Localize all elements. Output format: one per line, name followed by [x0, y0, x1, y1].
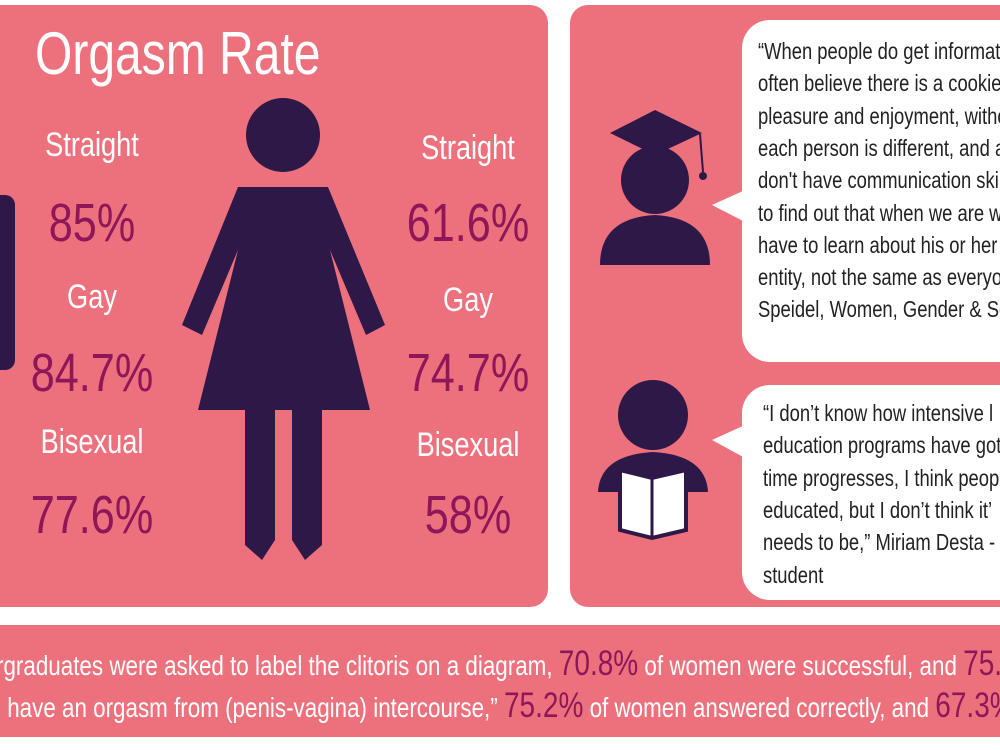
quote-line: have to learn about his or her [758, 231, 998, 258]
footer-text: rgraduates were asked to label the clito… [0, 650, 559, 681]
quote-line: time progresses, I think peopl [763, 464, 1000, 491]
quote-line: Speidel, Women, Gender & Se [758, 296, 1000, 323]
group-rate: 58% [424, 485, 512, 545]
footer-line: rgraduates were asked to label the clito… [0, 646, 1000, 681]
footer-stat: 75.2% [963, 644, 1000, 683]
speech-bubble [712, 20, 1000, 600]
footer-stat: 70.8% [558, 644, 639, 683]
group-label: Bisexual [416, 426, 520, 464]
quote-line: student [763, 561, 824, 588]
group-label: Straight [45, 126, 139, 164]
footer-text: l have an orgasm from (penis-vagina) int… [0, 692, 504, 723]
quote-line: to find out that when we are w [758, 199, 1000, 226]
footer-panel [0, 625, 1000, 737]
footer-line: l have an orgasm from (penis-vagina) int… [0, 688, 1000, 723]
quote-line: “When people do get informat [758, 38, 1000, 64]
group-label: Gay [67, 278, 117, 316]
footer-text: of women were successful, and [638, 650, 964, 681]
group-label: Gay [443, 281, 493, 319]
reader-icon [598, 380, 708, 541]
group-rate: 84.7% [30, 343, 154, 403]
graduate-icon [600, 110, 710, 265]
group-rate: 74.7% [406, 343, 530, 403]
group-rate: 61.6% [406, 193, 530, 253]
female-figure [182, 98, 385, 560]
quote-line: each person is different, and a [758, 134, 1000, 161]
quote-line: “I don’t know how intensive l [763, 400, 994, 426]
group-label: Bisexual [40, 423, 144, 461]
group-label: Straight [421, 129, 515, 167]
quote-line: entity, not the same as everyo [758, 264, 1000, 291]
footer-text: of women answered correctly, and [583, 692, 936, 723]
title: Orgasm Rate [35, 20, 321, 87]
quote-line: educated, but I don’t think it’ [763, 496, 993, 523]
quote-line: don't have communication ski [758, 167, 999, 194]
group-rate: 77.6% [30, 485, 154, 545]
quote-line: needs to be,” Miriam Desta - [763, 529, 996, 556]
footer-stat: 67.3% [935, 686, 1000, 725]
group-rate: 85% [48, 193, 136, 253]
male-figure [0, 195, 15, 370]
quote-line: pleasure and enjoyment, witho [758, 102, 1000, 129]
quote-line: education programs have got [763, 432, 1000, 459]
footer-stat: 75.2% [503, 686, 584, 725]
quote-line: often believe there is a cookie [758, 70, 1000, 97]
